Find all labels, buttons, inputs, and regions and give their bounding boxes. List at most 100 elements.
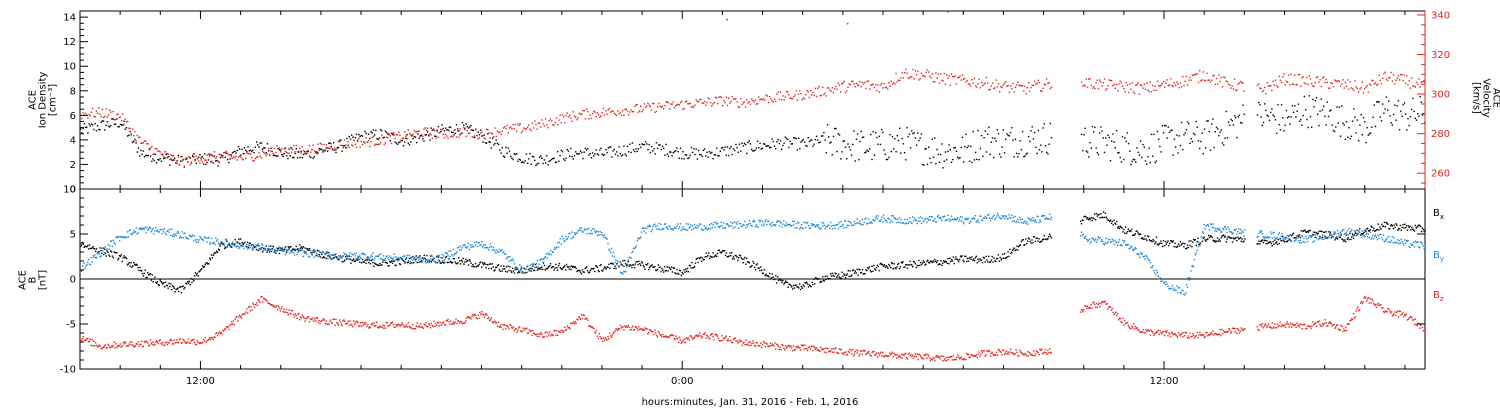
density-point xyxy=(294,152,296,155)
velocity-point xyxy=(1091,87,1094,89)
by-point xyxy=(655,228,658,230)
velocity-point xyxy=(1030,86,1032,89)
density-point xyxy=(231,152,234,154)
by-point xyxy=(871,222,873,224)
velocity-point xyxy=(584,118,587,120)
by-point xyxy=(668,225,670,227)
bx-point xyxy=(1210,235,1212,238)
by-point xyxy=(996,215,998,217)
velocity-point xyxy=(493,136,495,138)
velocity-point xyxy=(587,110,589,113)
velocity-point xyxy=(300,152,302,154)
density-point xyxy=(408,144,411,146)
velocity-point xyxy=(693,106,695,108)
density-point xyxy=(848,146,850,148)
velocity-point xyxy=(325,144,328,146)
density-point xyxy=(582,157,584,160)
velocity-point xyxy=(802,97,805,99)
velocity-point xyxy=(685,100,688,102)
velocity-point xyxy=(482,135,484,137)
by-point xyxy=(175,235,177,237)
bx-point xyxy=(721,251,723,253)
bx-point xyxy=(252,247,254,249)
density-point xyxy=(983,137,985,139)
bx-point xyxy=(1037,240,1039,242)
density-point xyxy=(504,156,506,158)
by-point xyxy=(1229,230,1231,233)
density-point xyxy=(376,138,378,140)
velocity-point xyxy=(1390,71,1392,74)
by-point xyxy=(345,254,348,256)
density-point xyxy=(1112,133,1114,135)
bx-point xyxy=(536,269,539,271)
density-point xyxy=(1174,146,1177,148)
by-point xyxy=(209,241,212,244)
bx-point xyxy=(1309,229,1311,232)
by-point xyxy=(1206,224,1208,227)
bx-point xyxy=(301,247,304,249)
bx-point xyxy=(982,256,985,259)
density-point xyxy=(273,154,276,156)
velocity-point xyxy=(613,112,615,115)
by-point xyxy=(559,238,561,240)
density-point xyxy=(1160,151,1162,153)
density-point xyxy=(177,154,179,157)
bx-point xyxy=(326,251,328,253)
by-point xyxy=(600,234,602,236)
by-point xyxy=(1290,234,1292,236)
bx-point xyxy=(869,269,872,272)
bx-point xyxy=(296,248,298,251)
velocity-point xyxy=(1127,91,1130,94)
bx-point xyxy=(1225,241,1227,243)
velocity-point xyxy=(491,133,494,135)
by-point xyxy=(937,214,940,217)
density-point xyxy=(261,148,264,150)
velocity-point xyxy=(625,108,627,110)
bx-point xyxy=(1345,234,1348,236)
density-point xyxy=(1368,133,1371,135)
by-point xyxy=(838,221,841,224)
velocity-point xyxy=(943,72,945,75)
velocity-point xyxy=(663,108,665,110)
bx-point xyxy=(795,284,797,286)
bx-point xyxy=(242,243,244,245)
velocity-point xyxy=(736,101,738,103)
velocity-point xyxy=(454,129,456,131)
bx-point xyxy=(749,266,751,268)
density-point xyxy=(276,155,278,157)
bx-point xyxy=(395,264,397,267)
bx-point xyxy=(454,261,456,263)
density-point xyxy=(487,133,489,135)
density-point xyxy=(552,157,554,160)
by-point xyxy=(1049,218,1052,221)
bx-point xyxy=(1151,240,1153,243)
velocity-point xyxy=(192,154,194,156)
density-point xyxy=(477,131,479,133)
bx-point xyxy=(469,260,471,262)
bx-point xyxy=(234,239,236,241)
by-point xyxy=(108,248,110,251)
density-point xyxy=(540,155,542,157)
bx-point xyxy=(1260,240,1262,243)
by-point xyxy=(784,225,787,227)
velocity-point xyxy=(947,77,949,79)
density-point xyxy=(1373,104,1375,106)
by-point xyxy=(865,217,867,219)
bx-point xyxy=(1366,228,1368,230)
bx-point xyxy=(950,259,953,261)
velocity-point xyxy=(523,127,525,129)
velocity-point xyxy=(495,135,497,138)
bx-point xyxy=(506,271,508,273)
velocity-point xyxy=(514,123,517,126)
bx-point xyxy=(1230,237,1232,239)
bx-point xyxy=(277,247,280,249)
by-point xyxy=(1297,237,1299,239)
by-point xyxy=(513,263,516,265)
density-point xyxy=(829,142,831,144)
density-point xyxy=(87,132,89,134)
bx-point xyxy=(468,259,470,261)
by-point xyxy=(869,222,872,224)
by-point xyxy=(461,247,463,249)
by-point xyxy=(769,223,771,225)
velocity-point xyxy=(878,91,880,93)
